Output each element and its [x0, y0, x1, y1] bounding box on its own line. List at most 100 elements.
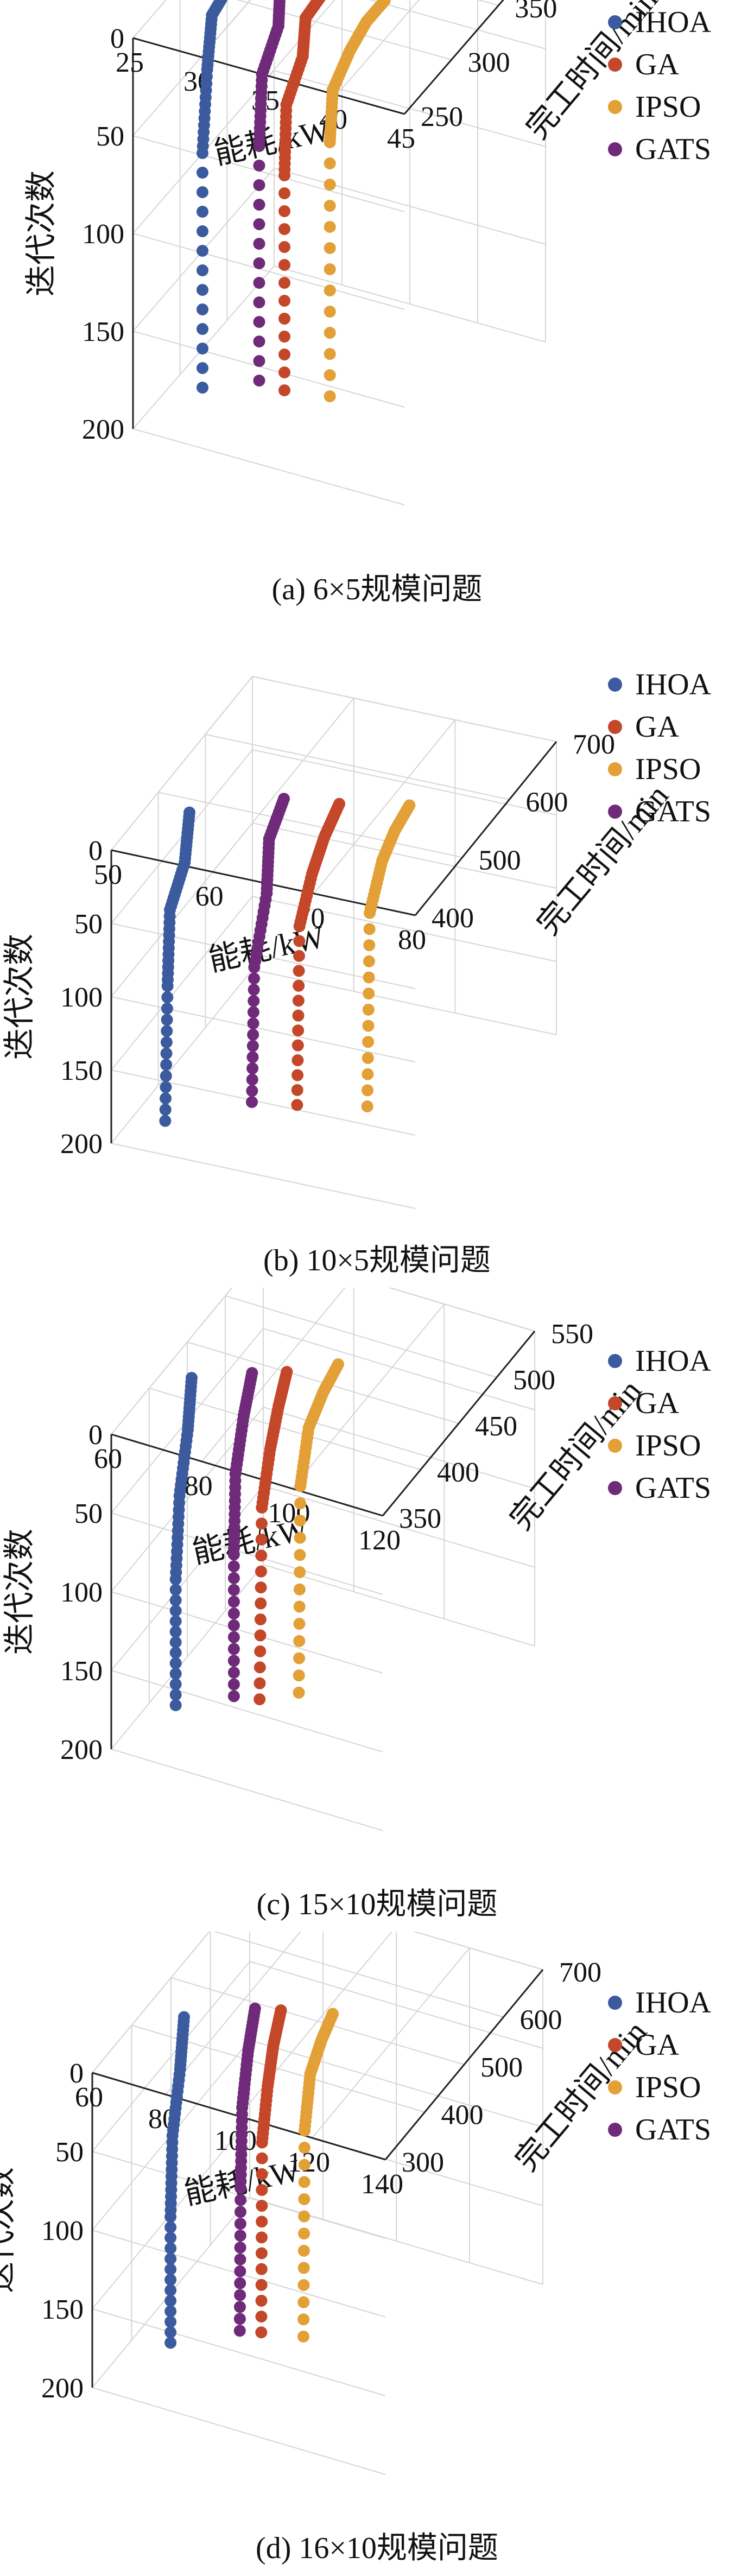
- data-point: [253, 257, 265, 269]
- data-point: [298, 2193, 311, 2205]
- grid-lines: [110, 676, 557, 1209]
- chart-panel-c: 0 50 100 150 200 120 100 80 60 350 400 450 500 550 迭代次…: [0, 1288, 754, 1932]
- data-point: [247, 1028, 259, 1041]
- data-point: [293, 979, 305, 992]
- chart-svg-a: 0501001502004540353025250300350400迭代次数能耗…: [23, 0, 664, 505]
- series-ihoa: [164, 2011, 190, 2349]
- data-point: [255, 2247, 268, 2259]
- data-point: [169, 1594, 182, 1606]
- z-tick-label: 0: [110, 23, 124, 54]
- data-point: [234, 2241, 246, 2254]
- data-point: [253, 375, 265, 387]
- data-point: [324, 348, 336, 360]
- data-point: [197, 186, 208, 198]
- data-point: [234, 2253, 246, 2265]
- data-point: [254, 1613, 267, 1625]
- legend-label-ga: GA: [635, 48, 679, 81]
- data-point: [227, 1631, 240, 1643]
- data-point: [227, 1690, 240, 1702]
- data-point: [169, 1699, 182, 1711]
- data-point: [197, 343, 208, 355]
- grid-line: [132, 428, 405, 505]
- data-point: [248, 972, 260, 985]
- data-point: [297, 2331, 309, 2343]
- legend-label-ihoa: IHOA: [635, 1344, 711, 1378]
- data-point: [160, 1036, 173, 1048]
- grid-line: [388, 1288, 535, 1332]
- data-point: [248, 961, 261, 973]
- data-point: [292, 1069, 304, 1081]
- z-axis-title: 迭代次数: [23, 170, 59, 296]
- z-axis-title: 迭代次数: [0, 2167, 18, 2293]
- data-point: [324, 179, 336, 191]
- z-tick-label: 150: [60, 1656, 103, 1687]
- data-point: [278, 366, 290, 378]
- z-tick-label: 0: [88, 1420, 103, 1451]
- data-point: [361, 1100, 373, 1112]
- legend-marker-gats: [608, 2123, 622, 2137]
- grid-line: [263, 1485, 535, 1568]
- data-point: [197, 264, 208, 276]
- data-point: [253, 218, 265, 230]
- z-tick-label: 200: [41, 2373, 84, 2404]
- x-axis-line: [132, 37, 405, 115]
- z-tick-label: 100: [82, 219, 124, 250]
- legend-marker-ipso: [608, 100, 622, 114]
- y-tick-label: 400: [437, 1457, 479, 1488]
- legend-label-gats: GATS: [635, 1471, 712, 1505]
- data-point: [164, 2295, 177, 2307]
- data-point: [234, 2277, 246, 2289]
- data-point: [197, 323, 208, 335]
- data-point: [363, 955, 375, 967]
- data-point: [256, 2216, 268, 2228]
- y-axis-title: 完工时间/min: [508, 2014, 653, 2178]
- data-point: [169, 1605, 182, 1617]
- data-point: [255, 2294, 268, 2307]
- data-point: [324, 157, 336, 169]
- legend-label-ga: GA: [635, 1387, 679, 1420]
- data-point: [197, 147, 208, 159]
- z-tick-label: 50: [74, 1498, 103, 1529]
- data-point: [253, 336, 265, 347]
- data-point: [292, 1054, 304, 1066]
- data-point: [164, 2263, 177, 2276]
- data-point: [248, 995, 260, 1007]
- legend-label-gats: GATS: [635, 795, 712, 828]
- legend-label-ipso: IPSO: [635, 1429, 701, 1463]
- data-point: [362, 1052, 374, 1064]
- z-tick-label: 150: [82, 317, 124, 347]
- data-point: [169, 1668, 182, 1680]
- data-point: [255, 1549, 268, 1562]
- grid-line: [170, 1977, 465, 2065]
- grid-line: [132, 331, 405, 408]
- x-tick-label: 60: [94, 1444, 122, 1474]
- grid-line: [252, 969, 557, 1035]
- chart-svg-d: 0501001502001401201008060300400500600700…: [0, 1932, 654, 2475]
- grid-line: [132, 0, 167, 39]
- data-point: [169, 1647, 182, 1659]
- legend-label-ipso: IPSO: [635, 2071, 701, 2104]
- x-tick-label: 80: [185, 1471, 213, 1502]
- legend-marker-ga: [608, 720, 622, 734]
- data-point: [292, 1009, 305, 1022]
- y-tick-label: 350: [399, 1503, 441, 1534]
- data-point: [161, 1002, 173, 1015]
- series-ga: [255, 2004, 287, 2339]
- data-point: [234, 2289, 246, 2301]
- data-point: [256, 1502, 268, 1514]
- data-point: [278, 241, 290, 253]
- data-point: [256, 2231, 268, 2244]
- data-point: [362, 1068, 374, 1080]
- data-point: [297, 2296, 310, 2308]
- data-point: [256, 2183, 268, 2196]
- z-tick-label: 0: [88, 836, 103, 866]
- y-tick-label: 250: [421, 102, 463, 132]
- data-point: [255, 1565, 267, 1578]
- data-point: [197, 382, 208, 394]
- data-point: [324, 390, 336, 402]
- data-point: [362, 1003, 375, 1016]
- data-point: [254, 1677, 266, 1689]
- y-tick-label: 450: [475, 1411, 517, 1442]
- data-point: [197, 284, 208, 296]
- data-point: [160, 1081, 172, 1093]
